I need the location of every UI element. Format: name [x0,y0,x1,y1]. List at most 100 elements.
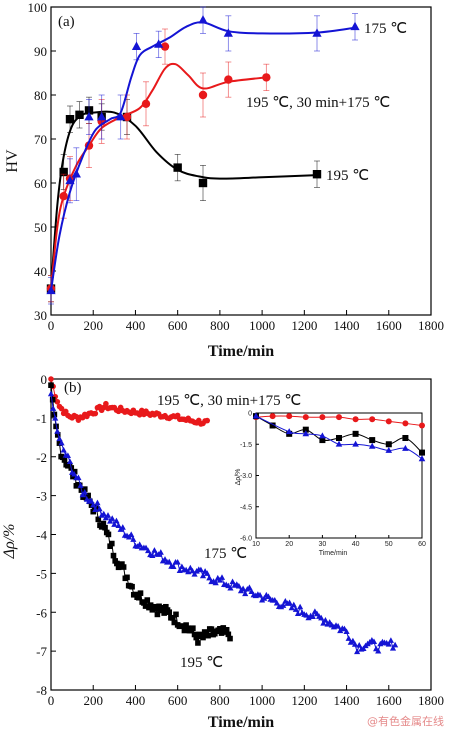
x-tick-label: 60 [418,541,426,548]
inset-frame [255,412,423,539]
data-point [262,73,271,82]
y-tick-label: -1 [36,411,47,426]
data-point [98,524,105,530]
data-point [65,175,75,185]
data-point [312,170,322,179]
annotation-b-195C: 195 ℃ [180,655,223,671]
inset-data-point [385,418,392,425]
inset-data-point [385,446,393,453]
data-point [154,611,161,618]
data-point [58,439,65,446]
y-tick-label: 30 [34,308,47,323]
y-tick-label: 100 [28,0,48,15]
inset-data-point [319,432,326,439]
panel-b-inset: 10 20 30 40 50 60 0-1.5-3.0-4.5-6.0 Time/min … [235,411,426,558]
panel-b-series [47,376,399,655]
inset-data-point [269,413,276,420]
inset-data-point [319,414,326,421]
series-triangle [46,6,360,305]
y-tick-label: 60 [34,176,47,191]
data-point [218,630,225,636]
annotation-b-175C: 175 ℃ [204,546,247,562]
data-point [229,578,236,585]
inset-data-point [335,440,343,447]
data-point [52,415,59,421]
data-point [223,28,233,37]
data-point [335,623,342,629]
data-point [240,585,247,592]
data-point [227,635,233,642]
y-tick-label: 70 [34,132,47,147]
data-point [54,398,61,405]
data-point [110,552,117,559]
inset-data-point [369,416,376,423]
series-triangle [47,390,399,655]
data-point [218,574,226,580]
data-point [178,563,185,570]
data-point [205,632,211,639]
data-point [212,579,219,586]
series-square [46,96,322,303]
x-tick-label: 1400 [334,693,360,708]
inset-data-point [285,428,293,435]
x-tick-label: 600 [168,693,188,708]
data-point [104,512,112,518]
x-tick-label: 200 [83,693,103,708]
data-point [75,110,84,119]
data-point [208,626,215,632]
inset-series-triangle [252,412,426,462]
panel-a-plot-frame [50,6,432,316]
inset-data-point [336,414,342,421]
data-point [46,285,56,295]
annotation-175C: 175 ℃ [364,21,407,37]
data-point [129,583,135,590]
data-point [286,599,293,606]
data-point [224,75,233,84]
data-point [142,603,149,609]
data-point [174,558,181,565]
data-point [199,572,207,579]
data-point [169,615,176,621]
data-point [58,405,65,412]
panel-b-label: (b) [64,380,82,396]
x-tick-label: 1800 [418,693,444,708]
y-tick-label: 80 [34,88,47,103]
y-tick-label: -4.5 [240,504,252,511]
x-tick-label: 40 [352,541,360,548]
data-point [115,564,122,571]
data-point [115,522,122,529]
x-tick-label: 600 [168,318,188,333]
data-point [320,620,327,626]
inset-data-point [252,412,260,419]
data-point [71,470,78,477]
data-point [75,474,82,481]
inset-y-axis-title: Δρ/% [235,469,242,486]
data-point [387,637,394,643]
data-point [166,558,173,565]
inset-data-point [352,440,359,447]
data-point [61,457,68,463]
data-point [136,541,143,547]
y-tick-label: 40 [34,264,47,279]
x-tick-label: 1000 [249,318,275,333]
data-point [198,90,208,100]
data-point [152,605,159,612]
inset-data-point [286,413,293,420]
data-point [297,603,304,610]
data-point [49,396,56,403]
x-tick-label: 0 [48,693,55,708]
data-point [151,547,158,553]
data-point [137,590,144,596]
data-point [343,628,350,635]
series-curve [50,21,356,291]
data-point [145,547,152,554]
y-tick-label: -6 [36,605,47,620]
panel-b-y-ticks: -8 -7 -6 -5 -4 -3 -2 -1 0 [36,372,56,698]
data-point [206,574,213,581]
panel-b-y-axis-title: Δρ/% [1,524,18,560]
data-point [217,625,223,632]
data-point [191,631,198,638]
data-point [356,641,363,648]
inset-data-point [419,422,425,429]
